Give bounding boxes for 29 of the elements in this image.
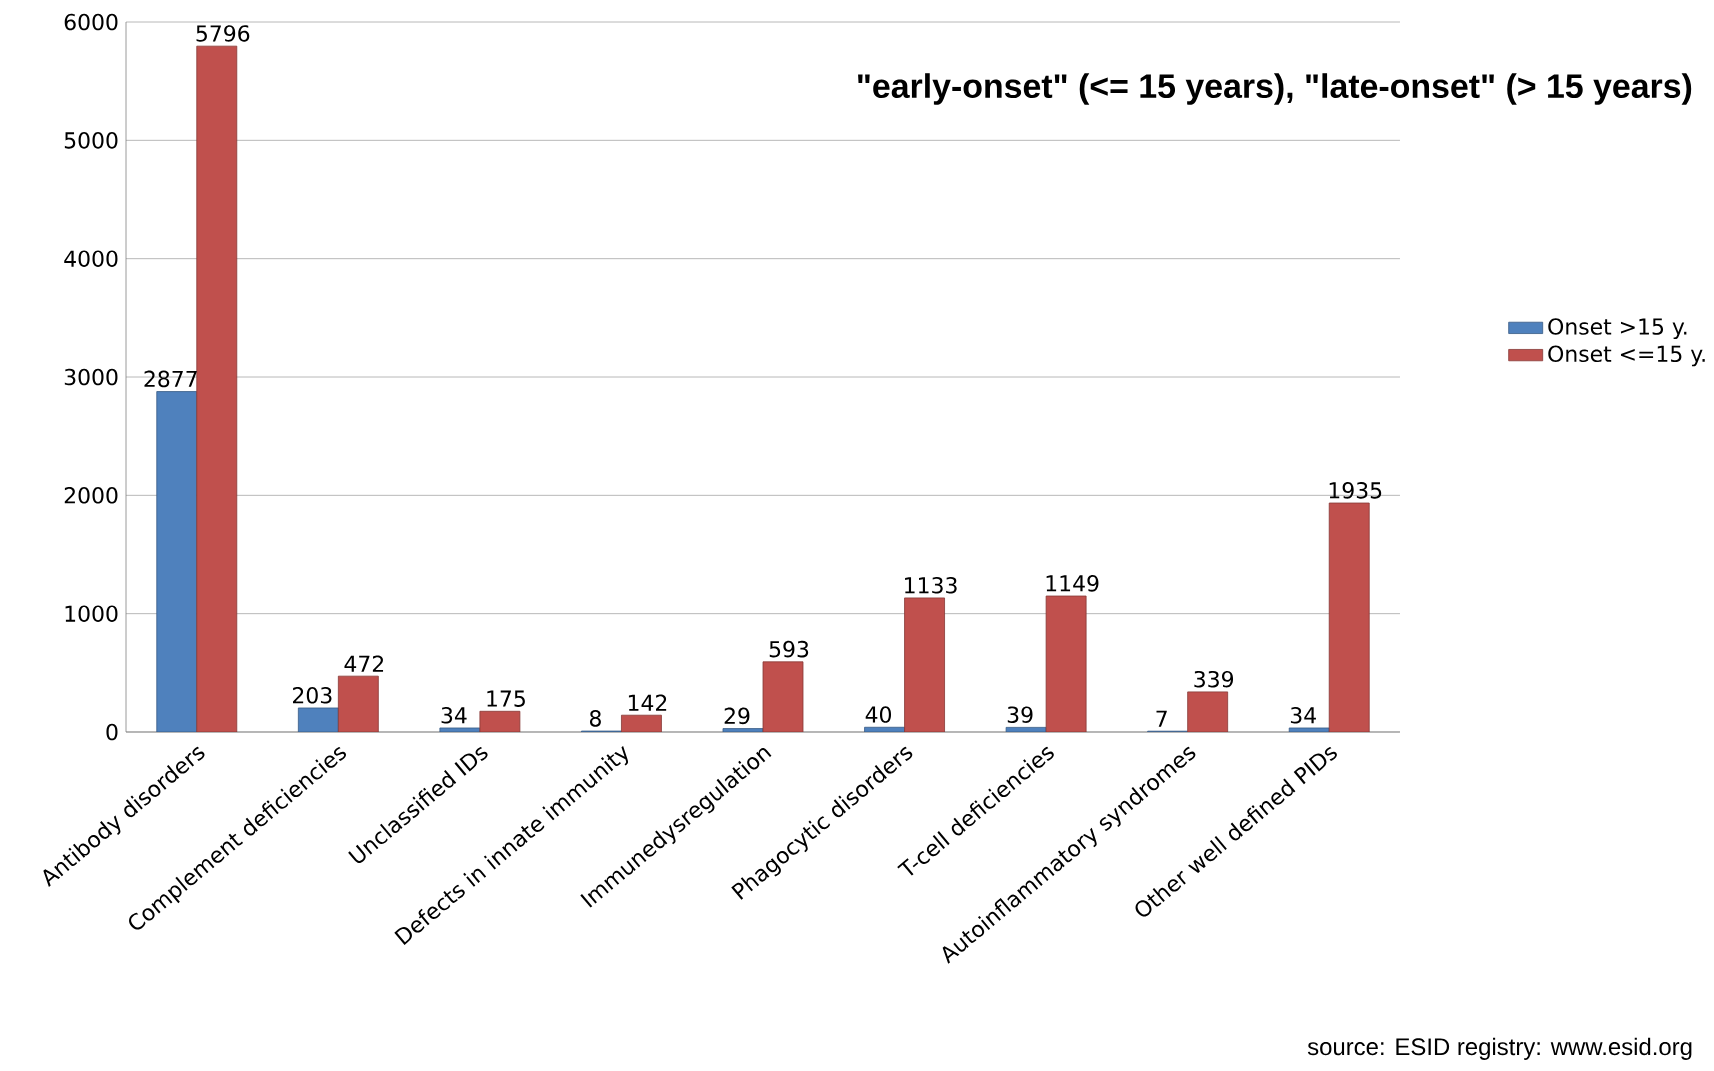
data-label: 29 bbox=[724, 707, 750, 725]
data-label: 593 bbox=[769, 640, 809, 658]
data-label: 1149 bbox=[1046, 575, 1099, 592]
legend-label: Onset >15 y. bbox=[1548, 318, 1687, 340]
y-tick-label: 4000 bbox=[64, 250, 118, 267]
source-note: source: ESID registry: www.esid.org bbox=[1307, 1037, 1692, 1060]
data-label: 472 bbox=[344, 655, 384, 672]
y-tick-label: 3000 bbox=[64, 368, 118, 386]
data-label: 8 bbox=[589, 710, 601, 727]
data-label: 175 bbox=[487, 690, 525, 707]
data-label: 7 bbox=[1156, 710, 1167, 727]
data-label: 34 bbox=[1290, 707, 1316, 724]
data-label: 1133 bbox=[905, 576, 957, 594]
data-label: 339 bbox=[1194, 670, 1234, 688]
data-label: 2877 bbox=[144, 370, 197, 388]
text: "early-onset" (<= 15 years), "late-onset" (> 15 years) bbox=[858, 73, 1692, 105]
data-label: 40 bbox=[865, 706, 892, 723]
y-tick-label: 1000 bbox=[65, 605, 118, 622]
y-tick-label: 5000 bbox=[64, 132, 118, 149]
data-label: 39 bbox=[1007, 706, 1033, 723]
y-tick-label: 6000 bbox=[64, 13, 118, 31]
data-label: 203 bbox=[293, 687, 332, 704]
y-tick-label: 0 bbox=[106, 723, 118, 741]
y-tick-label: 2000 bbox=[64, 487, 118, 504]
data-label: 34 bbox=[441, 707, 467, 724]
data-label: 1935 bbox=[1329, 482, 1382, 499]
data-label: 5796 bbox=[196, 25, 250, 42]
legend-label: Onset <=15 y. bbox=[1548, 345, 1705, 367]
data-label: 142 bbox=[628, 694, 667, 711]
